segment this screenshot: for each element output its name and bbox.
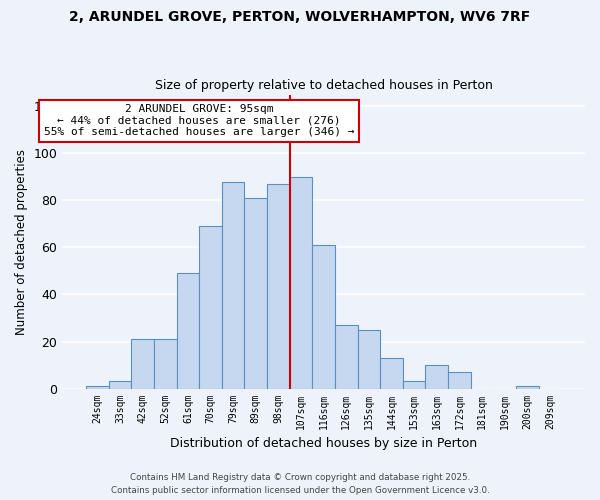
Bar	[448, 372, 471, 388]
Y-axis label: Number of detached properties: Number of detached properties	[15, 148, 28, 334]
Bar	[199, 226, 222, 388]
Bar	[86, 386, 109, 388]
Bar	[335, 325, 358, 388]
Title: Size of property relative to detached houses in Perton: Size of property relative to detached ho…	[155, 79, 493, 92]
Bar	[267, 184, 290, 388]
Bar	[222, 182, 244, 388]
Bar	[313, 245, 335, 388]
X-axis label: Distribution of detached houses by size in Perton: Distribution of detached houses by size …	[170, 437, 477, 450]
Bar	[176, 274, 199, 388]
Bar	[358, 330, 380, 388]
Bar	[244, 198, 267, 388]
Bar	[403, 382, 425, 388]
Text: 2, ARUNDEL GROVE, PERTON, WOLVERHAMPTON, WV6 7RF: 2, ARUNDEL GROVE, PERTON, WOLVERHAMPTON,…	[70, 10, 530, 24]
Text: Contains HM Land Registry data © Crown copyright and database right 2025.
Contai: Contains HM Land Registry data © Crown c…	[110, 474, 490, 495]
Bar	[109, 382, 131, 388]
Bar	[290, 177, 313, 388]
Bar	[425, 365, 448, 388]
Bar	[380, 358, 403, 388]
Text: 2 ARUNDEL GROVE: 95sqm
← 44% of detached houses are smaller (276)
55% of semi-de: 2 ARUNDEL GROVE: 95sqm ← 44% of detached…	[44, 104, 355, 137]
Bar	[154, 339, 176, 388]
Bar	[516, 386, 539, 388]
Bar	[131, 339, 154, 388]
